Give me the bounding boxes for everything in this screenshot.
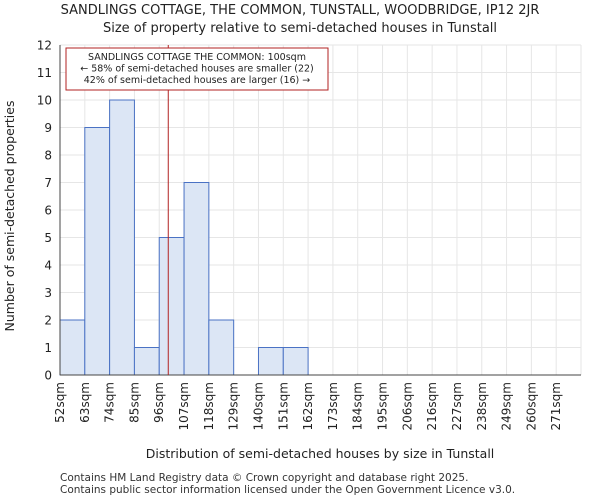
bar: [158, 237, 185, 376]
annotation-line: 42% of semi-detached houses are larger (…: [84, 75, 311, 86]
x-tick-label: 74sqm: [103, 382, 117, 423]
x-tick-label: 85sqm: [127, 382, 141, 423]
bar: [282, 347, 309, 376]
x-tick-label: 96sqm: [152, 382, 166, 423]
footer-licence: Contains public sector information licen…: [60, 484, 516, 496]
y-tick-label: 6: [44, 204, 52, 218]
chart-subtitle: Size of property relative to semi-detach…: [102, 21, 498, 36]
x-tick-label: 107sqm: [177, 382, 191, 430]
x-tick-labels: 52sqm 63sqm 74sqm 85sqm 96sqm 107sqm 118sqm 129…: [53, 382, 563, 430]
y-tick-label: 2: [44, 314, 52, 328]
x-axis-label: Distribution of semi-detached houses by …: [146, 446, 495, 461]
x-tick-label: 206sqm: [400, 382, 414, 430]
annotation-line: SANDLINGS COTTAGE THE COMMON: 100sqm: [88, 52, 306, 63]
x-tick-label: 271sqm: [549, 382, 563, 430]
y-tick-label: 11: [37, 66, 52, 80]
x-tick-label: 184sqm: [351, 382, 365, 430]
footer-copyright: Contains HM Land Registry data © Crown c…: [60, 472, 469, 484]
chart-title: SANDLINGS COTTAGE, THE COMMON, TUNSTALL,…: [60, 3, 540, 18]
x-tick-label: 195sqm: [376, 382, 390, 430]
bar: [59, 319, 86, 376]
y-tick-label: 0: [44, 369, 52, 383]
axes: [59, 45, 581, 376]
y-tick-label: 8: [44, 149, 52, 163]
x-tick-label: 260sqm: [524, 382, 538, 430]
y-tick-label: 5: [44, 231, 52, 245]
y-tick-label: 4: [44, 259, 52, 273]
bar: [183, 182, 210, 376]
bar: [208, 319, 235, 376]
x-tick-label: 249sqm: [500, 382, 514, 430]
x-tick-label: 63sqm: [78, 382, 92, 423]
annotation-line: ← 58% of semi-detached houses are smalle…: [80, 64, 314, 75]
y-tick-label: 1: [44, 341, 52, 355]
bar: [257, 347, 284, 376]
bar: [133, 347, 160, 376]
x-tick-label: 227sqm: [450, 382, 464, 430]
x-tick-label: 151sqm: [276, 382, 290, 430]
x-tick-label: 162sqm: [301, 382, 315, 430]
x-tick-label: 173sqm: [326, 382, 340, 430]
y-axis-label: Number of semi-detached properties: [2, 101, 17, 332]
annotation-box: [65, 47, 329, 91]
y-tick-label: 9: [44, 121, 52, 135]
x-tick-label: 118sqm: [202, 382, 216, 430]
bar: [109, 99, 135, 376]
bar: [84, 127, 111, 376]
y-tick-label: 12: [37, 39, 52, 53]
y-tick-label: 3: [44, 286, 52, 300]
bars: [59, 99, 309, 376]
x-tick-label: 129sqm: [227, 382, 241, 430]
grid-lines: [59, 44, 582, 376]
x-tick-label: 238sqm: [475, 382, 489, 430]
y-tick-label: 7: [44, 176, 52, 190]
x-tick-label: 52sqm: [53, 382, 67, 423]
x-tick-label: 140sqm: [251, 382, 265, 430]
y-tick-label: 10: [37, 94, 52, 108]
x-tick-label: 216sqm: [425, 382, 439, 430]
property-marker: SANDLINGS COTTAGE THE COMMON: 100sqm← 58…: [65, 45, 329, 375]
